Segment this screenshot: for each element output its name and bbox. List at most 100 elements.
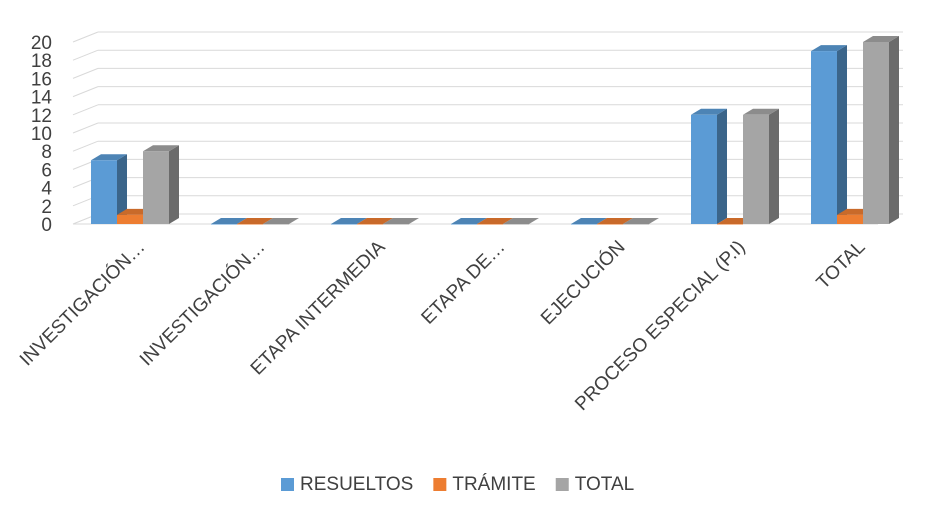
bar-top (691, 108, 727, 115)
bar-total (743, 108, 779, 224)
gridline-side (72, 122, 99, 134)
bar-total (503, 218, 539, 225)
bar-resueltos (571, 218, 607, 225)
bar-resueltos (811, 45, 847, 224)
bar-front (743, 114, 769, 224)
bar-side (117, 154, 127, 224)
bar-top (863, 36, 899, 42)
bar-side (769, 108, 779, 224)
y-tick-label: 2 (41, 197, 52, 218)
bar-top (143, 145, 179, 152)
bar-side (717, 108, 727, 224)
bar-resueltos (91, 154, 127, 224)
bar-front (143, 151, 169, 224)
category-label: ETAPA INTERMEDIA (247, 236, 390, 379)
y-tick-label: 14 (31, 88, 53, 109)
bar-side (837, 45, 847, 224)
y-tick-label: 16 (31, 69, 52, 90)
bar-front (837, 214, 863, 224)
bar-front (811, 51, 837, 224)
bar-front (451, 224, 477, 225)
gridline-side (72, 67, 99, 79)
bar-resueltos (331, 218, 367, 225)
bar-top (503, 218, 539, 224)
bar-side (889, 36, 899, 224)
bar-total (863, 36, 899, 224)
bar-side (169, 145, 179, 224)
legend-item: TOTAL (555, 474, 634, 495)
bar-front (691, 114, 717, 224)
bar-total (383, 218, 419, 225)
category-label: TOTAL (813, 237, 870, 294)
bar-top (237, 218, 273, 224)
gridline-side (72, 86, 99, 98)
y-tick-label: 4 (41, 179, 52, 200)
bar-top (597, 218, 633, 224)
bar-resueltos (211, 218, 247, 225)
legend-swatch (555, 478, 569, 491)
bar-total (143, 145, 179, 224)
bar-front (383, 224, 409, 225)
category-label: ETAPA DE… (418, 237, 510, 329)
bar-front (477, 224, 503, 225)
bar-top (211, 218, 247, 224)
y-tick-label: 18 (31, 51, 52, 72)
bar-top (571, 218, 607, 224)
bar-front (503, 224, 529, 225)
bar-trámite (237, 218, 273, 225)
legend-swatch (281, 478, 294, 491)
bar-top (91, 154, 127, 161)
bar-front (863, 42, 889, 224)
legend-label: TRÁMITE (452, 474, 535, 495)
bar-top (477, 218, 513, 224)
bar-top (623, 218, 659, 224)
bar-top (811, 45, 847, 52)
bar-front (571, 224, 597, 225)
bar-resueltos (451, 218, 487, 225)
y-tick-label: 10 (31, 124, 52, 145)
bar-front (91, 160, 117, 224)
bar-front (237, 224, 263, 225)
y-tick-label: 8 (41, 142, 52, 163)
bar-top (383, 218, 419, 224)
bar-front (331, 224, 357, 225)
legend-label: TOTAL (575, 474, 634, 495)
y-tick-label: 12 (31, 106, 52, 127)
bar-top (331, 218, 367, 224)
bar-front (717, 224, 743, 225)
bar-trámite (477, 218, 513, 225)
bar-trámite (597, 218, 633, 225)
bar-trámite (357, 218, 393, 225)
category-label: INVESTIGACIÓN… (15, 236, 149, 370)
bar-front (117, 214, 143, 224)
gridline-side (72, 31, 99, 43)
category-labels: INVESTIGACIÓN…INVESTIGACIÓN…ETAPA INTERM… (15, 236, 869, 415)
y-tick-label: 0 (41, 215, 52, 236)
legend: RESUELTOS TRÁMITE TOTAL (281, 474, 634, 495)
category-label: INVESTIGACIÓN… (135, 236, 269, 370)
bar-top (451, 218, 487, 224)
bar-total (263, 218, 299, 225)
gridline-side (72, 140, 99, 152)
bar-front (357, 224, 383, 225)
bar-front (597, 224, 623, 225)
y-tick-label: 20 (31, 33, 52, 54)
gridline-side (72, 104, 99, 116)
legend-item: RESUELTOS (281, 474, 413, 495)
y-tick-label: 6 (41, 160, 52, 181)
gridline-side (72, 49, 99, 61)
bar-total (623, 218, 659, 225)
legend-item: TRÁMITE (433, 474, 536, 495)
bar-top (263, 218, 299, 224)
category-label: EJECUCIÓN (536, 236, 629, 329)
bars (91, 36, 899, 225)
bar-resueltos (691, 108, 727, 224)
legend-label: RESUELTOS (300, 474, 413, 495)
legend-swatch (433, 478, 447, 491)
bar-top (743, 108, 779, 115)
bar-front (263, 224, 289, 225)
bar-front (623, 224, 649, 225)
bar-front (211, 224, 237, 225)
